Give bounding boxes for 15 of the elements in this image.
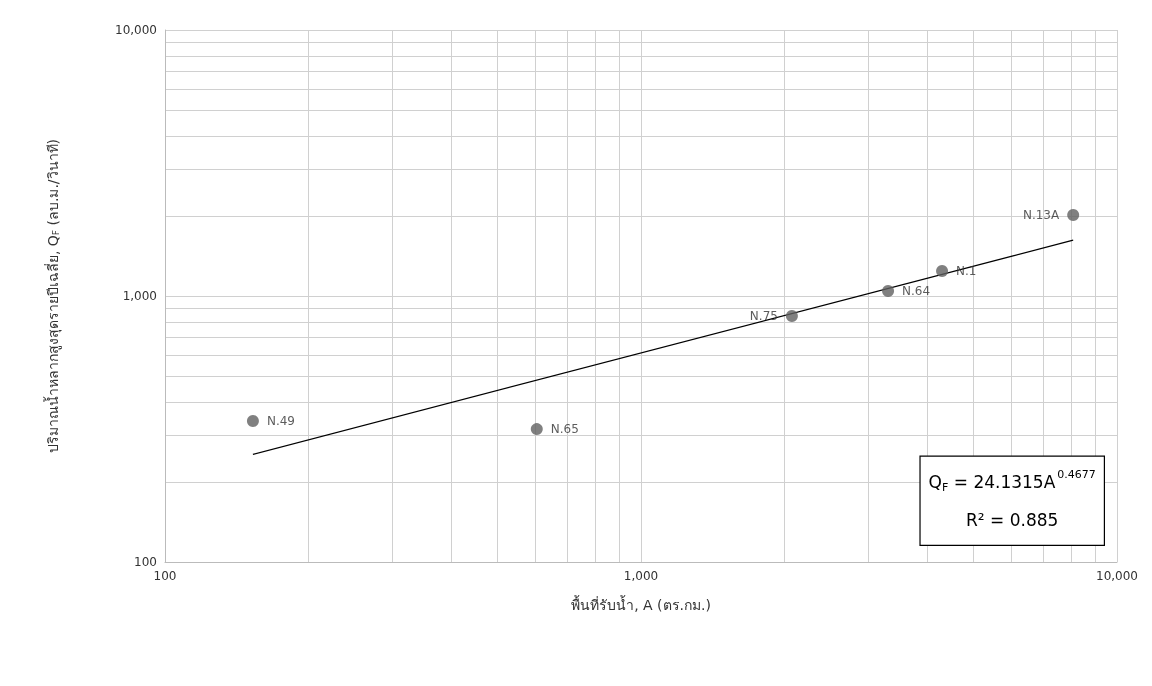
data-label: N.75 bbox=[749, 309, 778, 323]
data-label: N.1 bbox=[956, 263, 977, 278]
data-label: N.64 bbox=[902, 284, 931, 299]
y-tick-label: 10,000 bbox=[115, 23, 157, 37]
y-tick-label: 1,000 bbox=[122, 289, 157, 303]
data-label: N.49 bbox=[266, 413, 295, 428]
y-axis-title: ปริมาณน้ำหลากสูงสุดรายปีเฉลี่ย, QF (ลบ.ม./วินาที) bbox=[42, 138, 62, 454]
data-label: N.65 bbox=[550, 422, 579, 437]
x-axis-title: พื้นที่รับน้ำ, A (ตร.กม.) bbox=[571, 595, 711, 613]
x-tick-label: 100 bbox=[153, 569, 177, 583]
annotation: R² = 0.885 bbox=[966, 509, 1059, 530]
x-tick-label: 10,000 bbox=[1096, 569, 1138, 583]
x-tick-label: 1,000 bbox=[623, 569, 659, 583]
data-label: N.13A bbox=[1022, 207, 1060, 222]
y-tick-label: 100 bbox=[134, 555, 157, 569]
